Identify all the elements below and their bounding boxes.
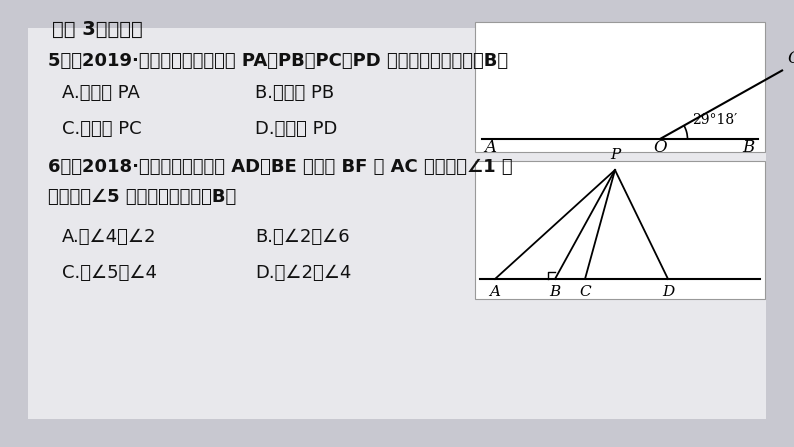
Text: B.　∠2，∠6: B. ∠2，∠6 — [255, 228, 349, 246]
Text: 29°18′: 29°18′ — [692, 113, 738, 127]
Bar — [475, 161, 765, 299]
Text: B.　线段 PB: B. 线段 PB — [255, 84, 334, 102]
Text: D.　线段 PD: D. 线段 PD — [255, 120, 337, 138]
Text: P: P — [610, 148, 620, 162]
Text: A.　∠4，∠2: A. ∠4，∠2 — [62, 228, 156, 246]
Text: D: D — [662, 285, 674, 299]
Text: D.　∠2，∠4: D. ∠2，∠4 — [255, 264, 352, 282]
Text: B: B — [742, 139, 755, 156]
Text: C.　∠5，∠4: C. ∠5，∠4 — [62, 264, 157, 282]
Text: 5．（2019·常州）如图，在线段 PA，PB，PC，PD 中，长度最小的是（B）: 5．（2019·常州）如图，在线段 PA，PB，PC，PD 中，长度最小的是（B… — [48, 52, 508, 70]
Text: C.　线段 PC: C. 线段 PC — [62, 120, 141, 138]
Text: A: A — [484, 139, 496, 156]
Text: 6．（2018·广州）如图，直线 AD，BE 被直线 BF 和 AC 所截，则∠1 的: 6．（2018·广州）如图，直线 AD，BE 被直线 BF 和 AC 所截，则∠… — [48, 158, 513, 176]
Text: 同位角和∠5 的内错角分别是（B）: 同位角和∠5 的内错角分别是（B） — [48, 188, 237, 206]
Text: O: O — [653, 139, 667, 156]
Bar — [475, 22, 765, 152]
Bar — [28, 28, 766, 419]
Text: B: B — [549, 285, 561, 299]
Text: A: A — [489, 285, 500, 299]
Text: 考点 3　相交线: 考点 3 相交线 — [52, 20, 143, 38]
Text: C: C — [787, 51, 794, 67]
Text: A.　线段 PA: A. 线段 PA — [62, 84, 140, 102]
Text: C: C — [579, 285, 591, 299]
